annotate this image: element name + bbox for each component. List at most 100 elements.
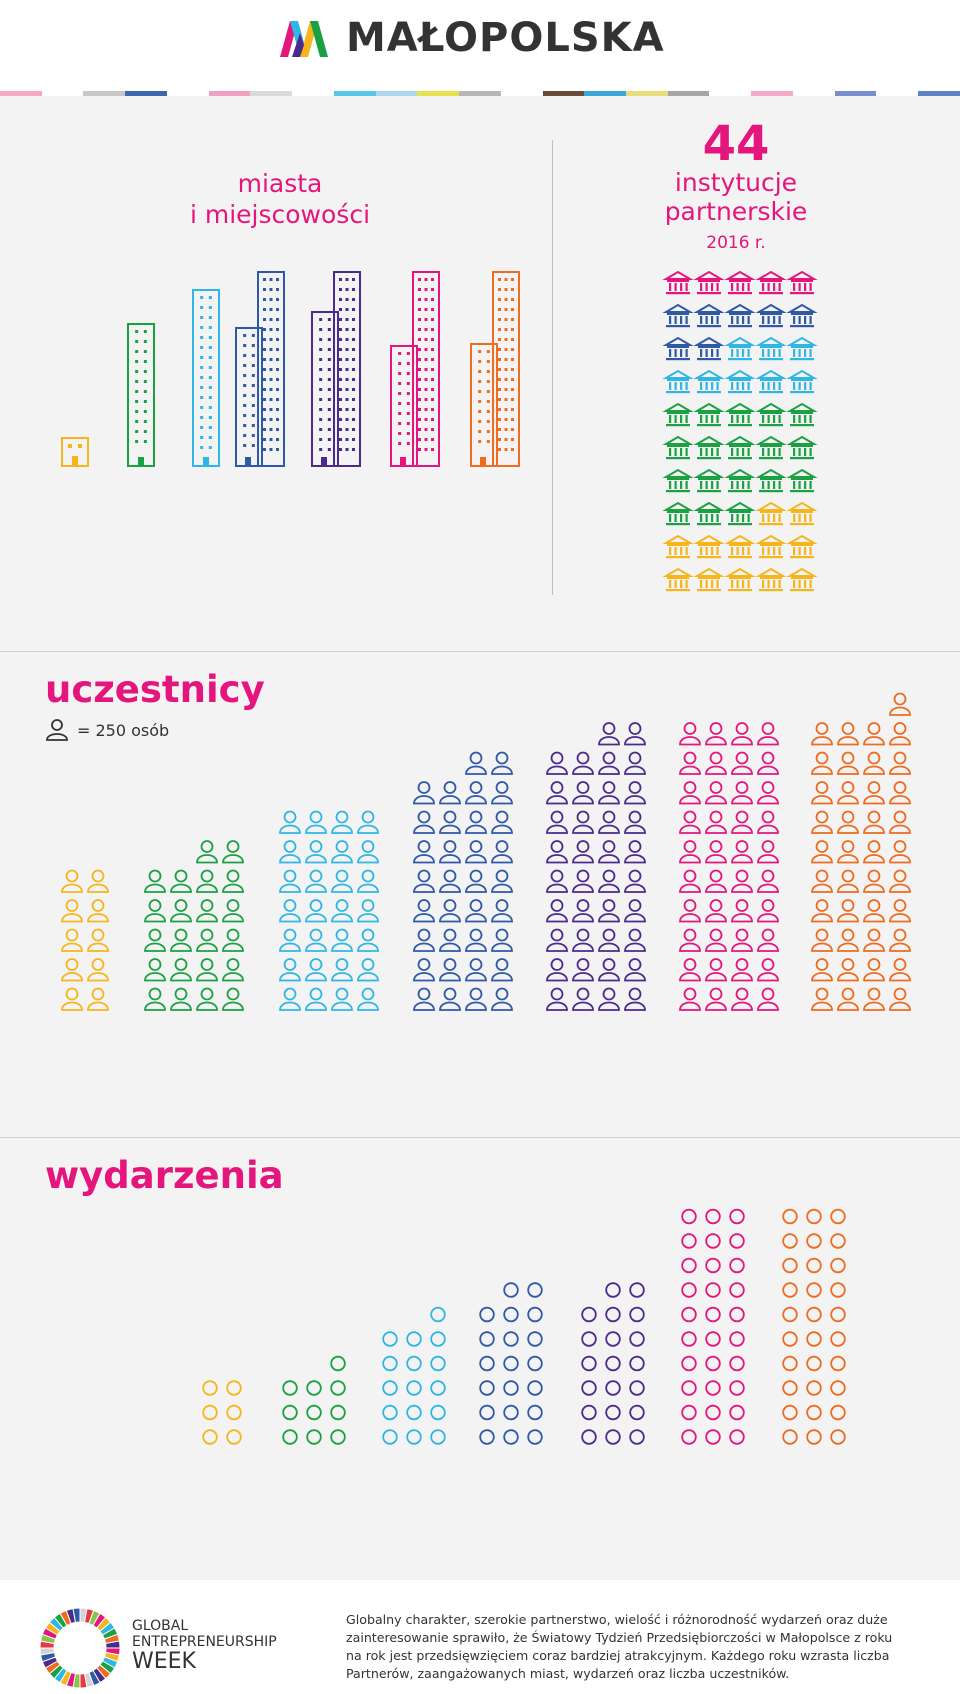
events-group-2012 [382, 1306, 446, 1445]
institution-icon [786, 303, 818, 328]
person-icon [46, 719, 68, 741]
events-group-2010 [202, 1380, 242, 1445]
institution-icon [786, 402, 818, 427]
institution-icon [755, 501, 787, 526]
stripe-segment [41, 91, 84, 96]
building-2015 [390, 271, 440, 467]
institution-icon [755, 468, 787, 493]
stripe-segment [292, 91, 334, 96]
institution-icon [724, 270, 756, 295]
participants-group-2016 [811, 692, 911, 1011]
institution-icon [786, 534, 818, 559]
cities-title-line2: i miejscowości [189, 200, 371, 229]
stripe-segment [751, 91, 793, 96]
institution-icon [755, 567, 787, 592]
building-2010 [61, 437, 89, 467]
events-group-2016 [782, 1208, 846, 1445]
institution-icon [755, 435, 787, 460]
institution-icon [662, 402, 694, 427]
gew-wordmark: GLOBAL ENTREPRENEURSHIP WEEK [132, 1618, 277, 1674]
divider-1 [0, 651, 960, 652]
events-group-2011 [282, 1355, 346, 1445]
institution-icon [693, 534, 725, 559]
stripe-segment [542, 91, 585, 96]
events-pictogram [202, 1208, 846, 1445]
institutions-grid [662, 270, 818, 592]
institution-icon [755, 270, 787, 295]
stripe-segment [667, 91, 710, 96]
header: MAŁOPOLSKA [0, 0, 960, 92]
institution-icon [755, 336, 787, 361]
institution-icon [724, 336, 756, 361]
stripe-segment [500, 91, 543, 96]
stripe-segment [375, 91, 418, 96]
stripe-segment [208, 91, 251, 96]
cities-title-line1: miasta [237, 169, 323, 198]
institution-icon [786, 567, 818, 592]
institution-icon [662, 468, 694, 493]
institution-icon [755, 369, 787, 394]
events-title: wydarzenia [45, 1154, 284, 1197]
institution-icon [755, 402, 787, 427]
institution-icon [662, 336, 694, 361]
malopolska-logo-icon [280, 21, 328, 57]
institution-icon [693, 270, 725, 295]
institution-icon [693, 468, 725, 493]
institution-icon [662, 369, 694, 394]
participants-legend: = 250 osób [45, 718, 169, 742]
gew-line1: GLOBAL [132, 1618, 189, 1634]
stripe-segment [918, 91, 960, 96]
institution-icon [786, 435, 818, 460]
stripe-segment [876, 91, 919, 96]
institution-icon [693, 435, 725, 460]
gew-line3: WEEK [132, 1649, 196, 1674]
stripe-segment [709, 91, 752, 96]
institution-icon [755, 534, 787, 559]
institution-icon [662, 501, 694, 526]
brand-name: MAŁOPOLSKA [346, 15, 665, 61]
institution-icon [693, 336, 725, 361]
institutions-label: instytucje partnerskie [636, 168, 836, 226]
stripe-segment [584, 91, 627, 96]
institution-icon [724, 501, 756, 526]
institution-icon [786, 369, 818, 394]
participants-group-2015 [679, 722, 779, 1011]
building-2013 [235, 271, 285, 467]
building-2012 [192, 289, 220, 467]
participants-pictogram [61, 692, 911, 1011]
stripe-segment [0, 91, 42, 96]
building-2016 [470, 271, 520, 467]
institution-icon [724, 369, 756, 394]
stripe-segment [250, 91, 293, 96]
institution-icon [724, 435, 756, 460]
stripe-segment [125, 91, 167, 96]
institution-icon [724, 567, 756, 592]
footer [0, 1580, 960, 1694]
building-2014 [311, 271, 361, 467]
participants-group-2010 [61, 869, 109, 1011]
participants-group-2014 [546, 722, 646, 1011]
events-group-2014 [581, 1282, 645, 1445]
institution-icon [693, 402, 725, 427]
institutions-main-value: 44 [702, 116, 770, 172]
participants-group-2013 [413, 751, 513, 1011]
institution-icon [724, 468, 756, 493]
color-stripe [0, 91, 960, 96]
institution-icon [724, 534, 756, 559]
brand-logo: MAŁOPOLSKA [278, 14, 665, 62]
institution-icon [693, 501, 725, 526]
events-group-2013 [479, 1282, 543, 1445]
institution-icon [724, 303, 756, 328]
section-divider [552, 140, 553, 595]
stripe-segment [792, 91, 835, 96]
institution-icon [786, 468, 818, 493]
divider-2 [0, 1137, 960, 1138]
institution-icon [662, 270, 694, 295]
cities-buildings [61, 271, 520, 467]
institutions-main-year: 2016 r. [706, 233, 766, 253]
cities-title: miasta i miejscowości [150, 168, 410, 230]
participants-group-2011 [144, 840, 244, 1011]
institution-icon [786, 336, 818, 361]
stripe-segment [166, 91, 209, 96]
institution-icon [693, 567, 725, 592]
